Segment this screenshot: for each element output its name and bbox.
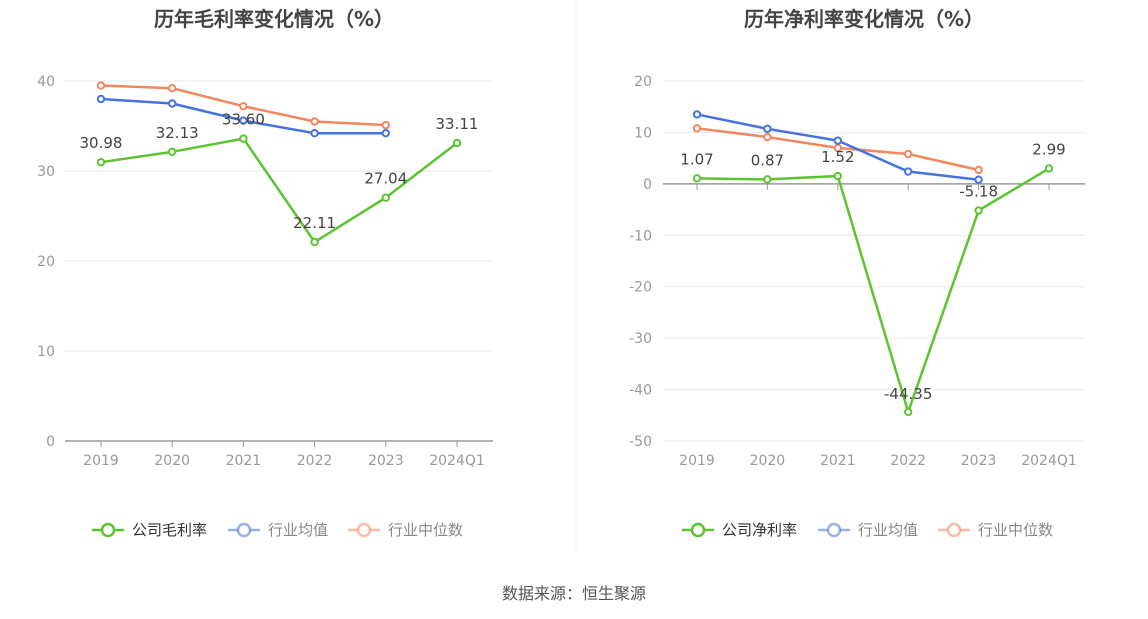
gross-margin-industry-median-point (168, 84, 177, 93)
gross-margin-title: 历年毛利率变化情况（%） (154, 7, 394, 31)
legend-label: 行业中位数 (388, 521, 463, 539)
gross-margin-company-point (96, 157, 106, 167)
gross-margin-x-tick-label: 2021 (226, 453, 262, 469)
net-margin-data-label: 1.07 (680, 150, 713, 168)
legend-marker-icon (690, 522, 706, 538)
gross-margin-company-point (381, 193, 390, 202)
gross-margin-data-label: 30.98 (80, 134, 123, 152)
legend-marker-icon (100, 522, 116, 538)
gross-margin-industry-avg-point (96, 94, 106, 104)
gross-margin-legend-industry-median[interactable]: 行业中位数 (348, 521, 463, 539)
net-margin-industry-avg-point (904, 167, 913, 176)
gross-margin-company-point (239, 134, 248, 143)
net-margin-y-tick-label: -50 (629, 434, 652, 450)
net-margin-industry-avg-point (763, 124, 772, 134)
gross-margin-company-point (168, 147, 177, 157)
net-margin-industry-median-point (904, 149, 913, 159)
gross-margin-data-label: 27.04 (364, 170, 407, 188)
net-margin-data-label: -5.18 (959, 182, 998, 200)
gross-margin-data-label: 33.60 (222, 111, 265, 129)
net-margin-x-tick-label: 2020 (750, 453, 786, 469)
legend-marker-icon (356, 522, 372, 538)
legend-label: 公司毛利率 (132, 521, 207, 539)
gross-margin-x-tick-label: 2023 (368, 453, 404, 469)
gross-margin-y-tick-label: 10 (37, 344, 55, 360)
net-margin-x-tick-label: 2019 (679, 453, 715, 469)
net-margin-x-tick-label: 2023 (961, 453, 997, 469)
gross-margin-industry-avg-point (381, 129, 390, 138)
gross-margin-y-tick-label: 0 (46, 434, 55, 450)
net-margin-title: 历年净利率变化情况（%） (744, 7, 984, 31)
net-margin-y-tick-label: 10 (634, 125, 652, 141)
net-margin-company-point (904, 407, 913, 417)
net-margin-y-tick-label: 20 (634, 74, 652, 90)
net-margin-company-point (763, 175, 772, 184)
gross-margin-legend-company[interactable]: 公司毛利率 (92, 521, 207, 539)
net-margin-y-tick-label: 0 (643, 177, 652, 193)
net-margin-industry-median-point (763, 132, 772, 142)
gross-margin-company-point (310, 237, 319, 247)
gross-margin-industry-avg-point (239, 116, 248, 125)
net-margin-legend-industry-avg[interactable]: 行业均值 (818, 521, 918, 539)
net-margin-x-tick-label: 2021 (820, 453, 856, 469)
net-margin-data-label: 2.99 (1032, 140, 1065, 158)
net-margin-legend-company[interactable]: 公司净利率 (682, 521, 797, 539)
gross-margin-data-label: 32.13 (156, 124, 199, 142)
gross-margin-industry-median-point (310, 117, 319, 126)
net-margin-data-label: 0.87 (751, 151, 784, 169)
net-margin-industry-median-point (974, 165, 983, 175)
legend-label: 行业均值 (858, 521, 918, 539)
net-margin-company-point (1044, 164, 1054, 173)
gross-margin-x-tick-label: 2024Q1 (429, 453, 485, 469)
gross-margin-data-label: 22.11 (293, 214, 336, 232)
gross-margin-industry-avg-point (310, 129, 319, 138)
legend-marker-icon (946, 522, 962, 538)
data-source-label: 数据来源：恒生聚源 (501, 584, 646, 603)
gross-margin-x-tick-label: 2022 (297, 453, 333, 469)
gross-margin-industry-avg-point (168, 99, 177, 108)
net-margin-industry-avg-point (974, 175, 983, 184)
gross-margin-industry-median-point (96, 81, 106, 90)
gross-margin-company-point (452, 138, 462, 148)
net-margin-company-point (833, 171, 842, 181)
gross-margin-y-tick-label: 20 (37, 254, 55, 270)
net-margin-industry-avg-point (692, 110, 702, 119)
gross-margin-chart: 历年毛利率变化情况（%） 0 10 20 30 40 2019 2020 2021 2022 202… (37, 7, 493, 539)
net-margin-y-tick-label: -40 (629, 383, 652, 399)
legend-marker-icon (826, 522, 842, 538)
net-margin-y-tick-label: -10 (629, 228, 652, 244)
net-margin-data-label: 1.52 (821, 148, 854, 166)
gross-margin-y-tick-label: 30 (37, 164, 55, 180)
net-margin-y-tick-label: -30 (629, 331, 652, 347)
net-margin-industry-median-point (692, 124, 702, 133)
net-margin-x-tick-label: 2022 (890, 453, 926, 469)
net-margin-data-label: -44.35 (884, 385, 932, 403)
gross-margin-industry-median-point (381, 120, 390, 130)
net-margin-company-point (692, 174, 702, 183)
legend-marker-icon (236, 522, 252, 538)
net-margin-y-tick-label: -20 (629, 280, 652, 296)
legend-label: 行业均值 (268, 521, 328, 539)
net-margin-x-tick-label: 2024Q1 (1021, 453, 1077, 469)
gross-margin-x-tick-label: 2019 (83, 453, 119, 469)
net-margin-chart: 历年净利率变化情况（%） -50 -40 -30 -20 -10 0 10 20 2019 2020… (629, 7, 1085, 539)
net-margin-legend-industry-median[interactable]: 行业中位数 (938, 521, 1053, 539)
net-margin-company-point (974, 206, 983, 215)
gross-margin-company-line (100, 137, 458, 244)
net-margin-company-line (696, 167, 1050, 414)
gross-margin-y-tick-label: 40 (37, 74, 55, 90)
legend-label: 行业中位数 (978, 521, 1053, 539)
gross-margin-legend-industry-avg[interactable]: 行业均值 (228, 521, 328, 539)
gross-margin-x-tick-label: 2020 (154, 453, 190, 469)
gross-margin-data-label: 33.11 (436, 115, 479, 133)
gross-margin-industry-median-point (239, 102, 248, 111)
net-margin-industry-avg-point (833, 136, 842, 145)
legend-label: 公司净利率 (722, 521, 797, 539)
